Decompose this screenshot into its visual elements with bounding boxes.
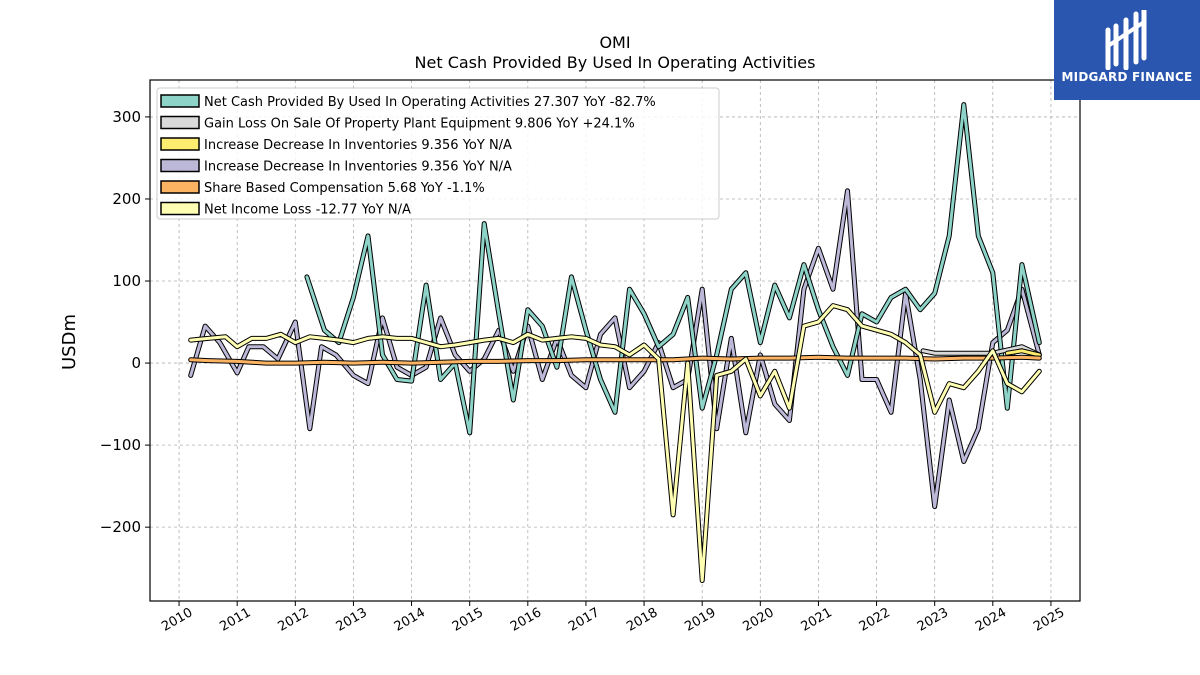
x-tick-label: 2018 (624, 605, 660, 635)
series-line (920, 344, 1042, 358)
x-tick-label: 2020 (740, 605, 776, 635)
chart-title: OMI (599, 33, 630, 52)
x-tick-label: 2015 (450, 605, 486, 635)
plot-frame (149, 79, 1081, 602)
brand-logo: MIDGARD FINANCE (1054, 0, 1200, 100)
y-axis-label: USDm (59, 314, 80, 370)
legend-item: Share Based Compensation 5.68 YoY -1.1% (160, 180, 485, 196)
series-line (188, 303, 1042, 583)
x-tick-label: 2016 (508, 605, 544, 635)
legend-swatch (160, 180, 200, 194)
y-tick-label: 300 (112, 108, 141, 126)
legend-box (156, 87, 720, 220)
x-tick-label: 2017 (566, 605, 602, 635)
y-tick-label: 0 (131, 354, 141, 372)
legend-label: Net Cash Provided By Used In Operating A… (204, 95, 656, 110)
legend-label: Net Income Loss -12.77 YoY N/A (204, 203, 411, 218)
x-tick-label: 2024 (973, 605, 1009, 635)
legend-swatch (160, 137, 200, 151)
series-line-path (305, 103, 1041, 435)
legend-item: Net Cash Provided By Used In Operating A… (160, 94, 656, 110)
legend-label: Gain Loss On Sale Of Property Plant Equi… (204, 117, 635, 132)
brand-name: MIDGARD FINANCE (1061, 70, 1193, 84)
x-tick-label: 2022 (857, 605, 893, 635)
legend-item: Net Income Loss -12.77 YoY N/A (160, 201, 411, 218)
series-line-path (189, 355, 1041, 365)
series-line (188, 354, 1042, 366)
x-tick-label: 2025 (1031, 605, 1067, 635)
x-tick-label: 2013 (334, 605, 370, 635)
x-tick-label: 2010 (159, 605, 195, 635)
legend-swatch (160, 115, 200, 130)
legend-label: Increase Decrease In Inventories 9.356 Y… (204, 138, 512, 153)
legend-label: Share Based Compensation 5.68 YoY -1.1% (204, 181, 485, 196)
series-line (1004, 348, 1042, 358)
x-tick-label: 2023 (915, 605, 951, 635)
legend-item: Gain Loss On Sale Of Property Plant Equi… (160, 115, 635, 132)
series-line-path (189, 189, 1041, 509)
series-layer (188, 102, 1042, 583)
series-line-path (189, 304, 1041, 582)
x-tick-label: 2012 (275, 605, 311, 635)
chart-subtitle: Net Cash Provided By Used In Operating A… (415, 53, 816, 72)
legend-swatch (160, 201, 200, 216)
series-line (304, 102, 1042, 436)
legend-swatch (160, 158, 200, 173)
series-line (188, 188, 1042, 510)
legend-swatch (160, 94, 200, 108)
x-tick-label: 2011 (217, 605, 253, 635)
legend-item: Increase Decrease In Inventories 9.356 Y… (160, 137, 512, 153)
series-line-path (921, 345, 1041, 357)
x-tick-label: 2014 (392, 605, 428, 635)
legend-item: Increase Decrease In Inventories 9.356 Y… (160, 158, 512, 175)
y-tick-label: 100 (112, 272, 141, 290)
series-line-path (1005, 349, 1041, 357)
x-tick-label: 2021 (799, 605, 835, 635)
brand-mark-icon (1105, 10, 1147, 70)
y-tick-label: −200 (100, 518, 141, 536)
y-tick-label: 200 (112, 190, 141, 208)
x-tick-label: 2019 (682, 605, 718, 635)
y-tick-label: −100 (100, 436, 141, 454)
legend-label: Increase Decrease In Inventories 9.356 Y… (204, 160, 512, 175)
legend: Net Cash Provided By Used In Operating A… (156, 87, 720, 220)
